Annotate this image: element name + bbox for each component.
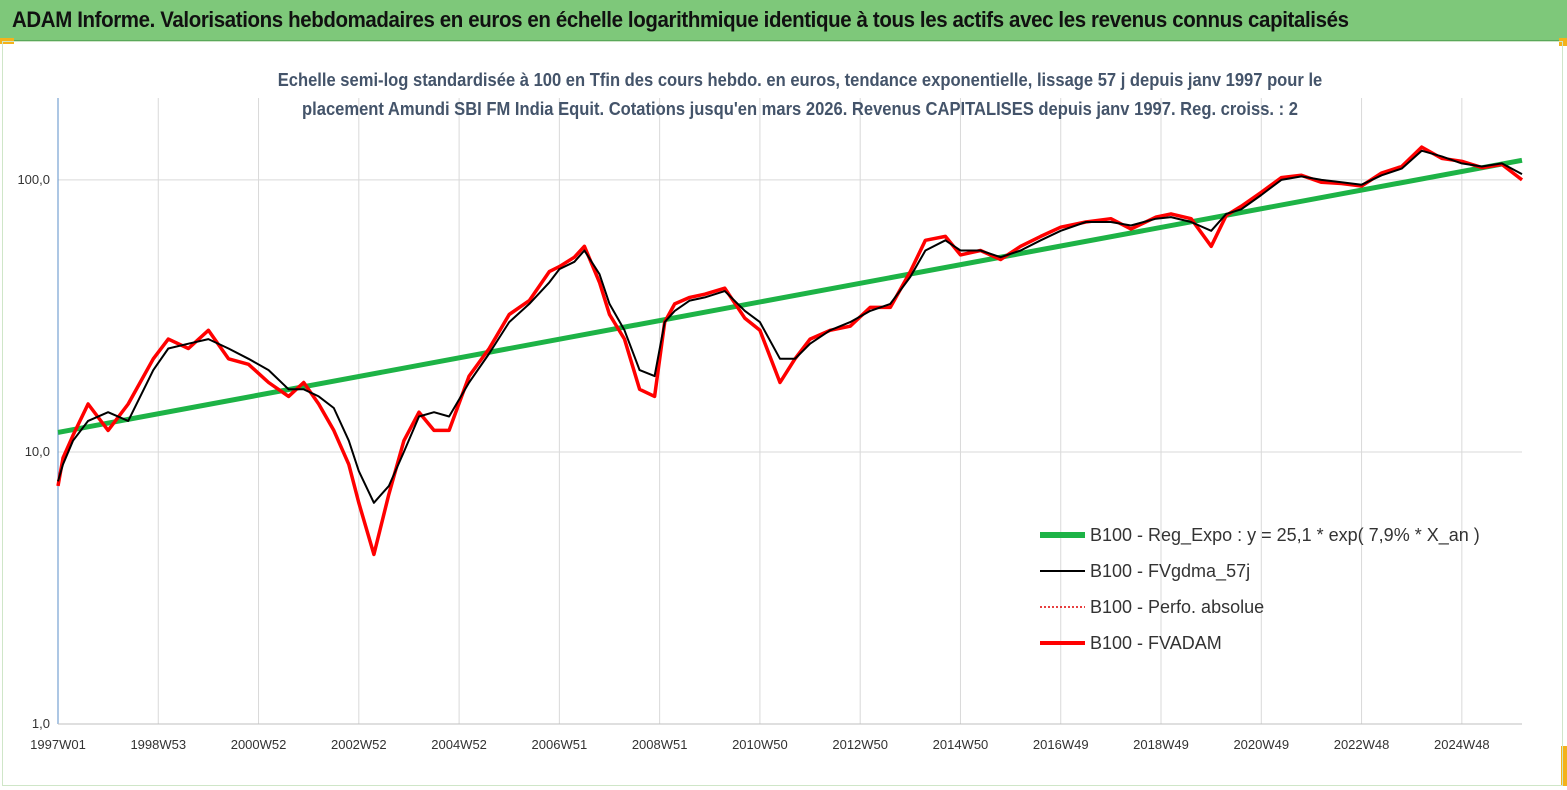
x-tick-label: 2014W50	[933, 737, 989, 752]
x-tick-label: 2008W51	[632, 737, 688, 752]
series-group	[56, 145, 1524, 557]
x-tick-label: 2012W50	[832, 737, 888, 752]
chart-frame	[2, 41, 1563, 786]
chart-subtitle: Echelle semi-log standardisée à 100 en T…	[170, 66, 1430, 124]
legend: B100 - Reg_Expo : y = 25,1 * exp( 7,9% *…	[1040, 525, 1480, 653]
x-tick-label: 2024W48	[1434, 737, 1490, 752]
legend-item-fvadam: B100 - FVADAM	[1090, 633, 1222, 653]
x-tick-label: 2010W50	[732, 737, 788, 752]
x-tick-label: 2018W49	[1133, 737, 1189, 752]
subtitle-line-2: placement Amundi SBI FM India Equit. Cot…	[302, 99, 1298, 119]
y-tick-label: 10,0	[25, 444, 50, 459]
legend-item-fvgdma: B100 - FVgdma_57j	[1090, 561, 1250, 582]
x-tick-label: 2006W51	[532, 737, 588, 752]
series-fvgdma-57j-line	[57, 149, 1523, 504]
x-tick-label: 1998W53	[130, 737, 186, 752]
title-banner: ADAM Informe. Valorisations hebdomadaire…	[0, 0, 1567, 41]
x-tick-label: 2000W52	[231, 737, 287, 752]
y-tick-label: 1,0	[32, 716, 50, 731]
legend-item-perfo-absolue: B100 - Perfo. absolue	[1090, 597, 1264, 617]
y-tick-label: 100,0	[17, 172, 50, 187]
x-tick-label: 2016W49	[1033, 737, 1089, 752]
x-axis-ticks: 1997W01 1998W53 2000W52 2002W52 2004W52 2006W…	[30, 737, 1489, 752]
x-tick-label: 2020W49	[1233, 737, 1289, 752]
subtitle-line-1: Echelle semi-log standardisée à 100 en T…	[277, 70, 1323, 90]
y-axis-ticks: 1,0 10,0 100,0	[17, 172, 50, 731]
page-title: ADAM Informe. Valorisations hebdomadaire…	[12, 7, 1349, 32]
x-tick-label: 2002W52	[331, 737, 387, 752]
corner-marker-top-right	[1559, 38, 1567, 46]
x-tick-label: 1997W01	[30, 737, 86, 752]
gridlines	[58, 98, 1522, 725]
series-perfo-absolue-line	[57, 146, 1523, 556]
series-reg-expo-line	[57, 157, 1523, 435]
corner-marker-bottom-right	[1561, 746, 1567, 786]
x-tick-label: 2004W52	[431, 737, 487, 752]
series-fvadam-line	[56, 145, 1524, 557]
legend-item-reg-expo: B100 - Reg_Expo : y = 25,1 * exp( 7,9% *…	[1090, 525, 1480, 546]
x-tick-label: 2022W48	[1334, 737, 1390, 752]
